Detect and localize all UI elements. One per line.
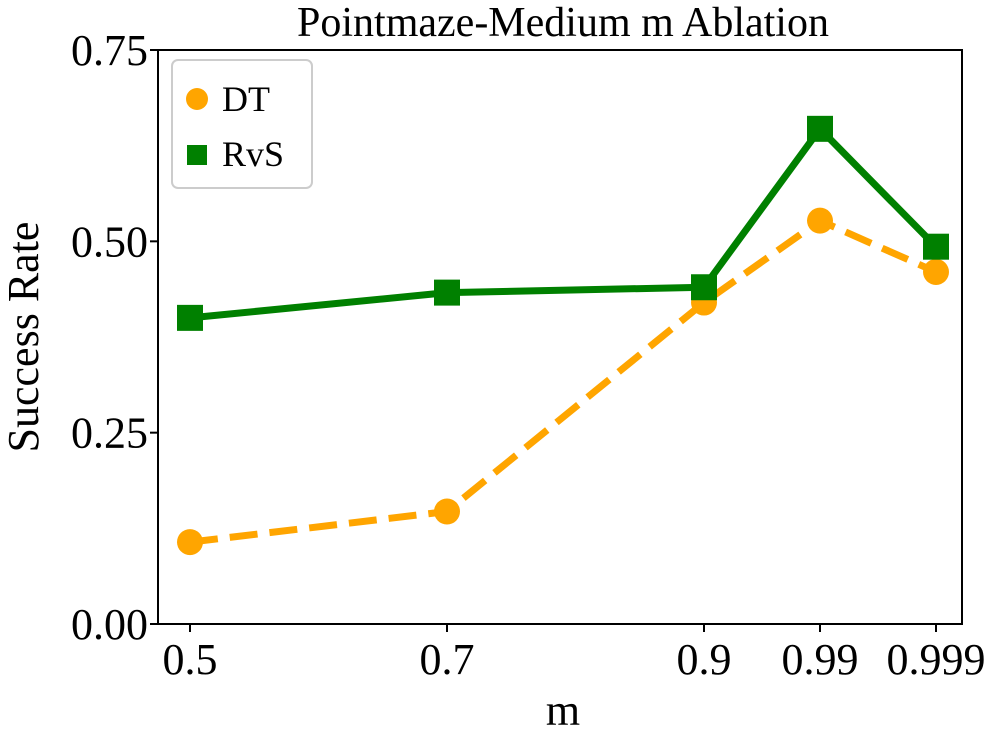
x-tick-label: 0.99 — [782, 635, 859, 684]
x-axis: 0.5 0.7 0.9 0.99 0.999 — [163, 624, 986, 684]
data-point-dt — [807, 207, 833, 234]
legend-marker-dt — [186, 88, 208, 110]
data-point-dt — [177, 529, 203, 556]
x-tick-label: 0.999 — [887, 635, 986, 684]
legend: DT RvS — [171, 59, 313, 189]
data-point-rvs — [807, 115, 833, 142]
y-axis: 0.00 0.25 0.50 0.75 — [71, 26, 158, 649]
chart-title: Pointmaze-Medium m Ablation — [297, 0, 829, 46]
legend-label-dt: DT — [222, 79, 270, 119]
data-point-rvs — [923, 233, 949, 260]
series-line-dt — [189, 217, 938, 546]
legend-marker-rvs — [187, 145, 207, 165]
x-tick-label: 0.7 — [420, 635, 475, 684]
data-point-dt — [434, 498, 460, 525]
x-axis-label: m — [546, 686, 580, 730]
data-point-dt — [923, 258, 949, 285]
y-tick-label: 0.50 — [71, 217, 148, 266]
legend-label-rvs: RvS — [222, 134, 284, 174]
y-tick-label: 0.00 — [71, 600, 148, 649]
y-tick-label: 0.75 — [71, 26, 148, 75]
plot-frame — [157, 49, 963, 625]
data-point-rvs — [691, 274, 717, 301]
x-tick-label: 0.9 — [677, 635, 732, 684]
x-tick-label: 0.5 — [163, 635, 218, 684]
y-axis-label: Success Rate — [0, 222, 48, 453]
series-layer — [177, 115, 949, 556]
data-point-rvs — [434, 279, 460, 306]
y-tick-label: 0.25 — [71, 409, 148, 458]
data-point-rvs — [177, 304, 203, 331]
